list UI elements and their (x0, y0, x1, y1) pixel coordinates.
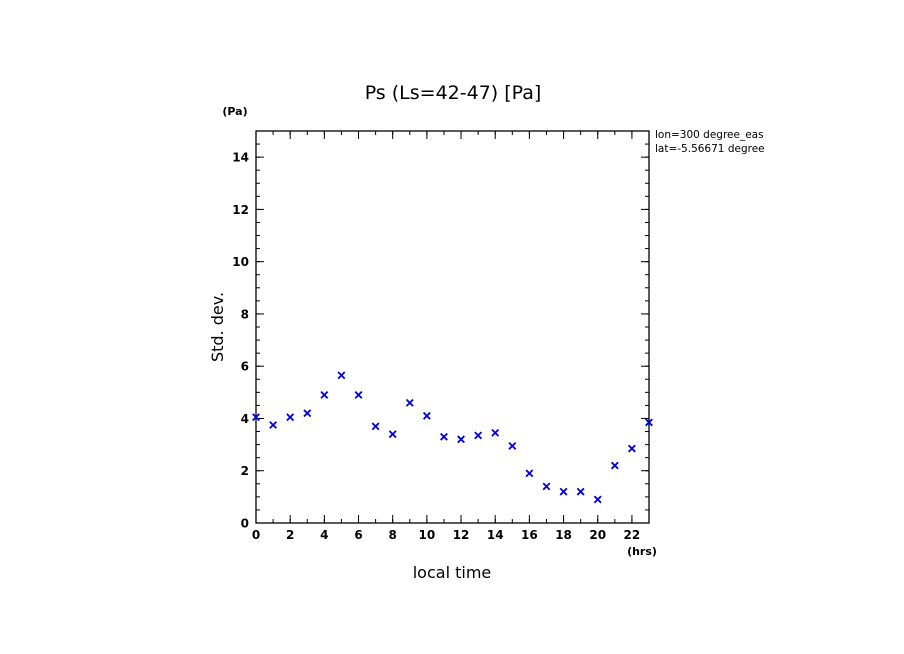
data-point (474, 431, 483, 440)
y-tick-label: 10 (232, 255, 249, 269)
data-point (542, 482, 551, 491)
data-point (491, 428, 500, 437)
x-tick-label: 14 (487, 528, 504, 542)
data-point (440, 432, 448, 441)
y-unit-label: (Pa) (222, 105, 247, 118)
info-lat: lat=-5.56671 degree (655, 143, 765, 155)
x-tick-label: 0 (252, 528, 260, 542)
data-points (252, 371, 653, 504)
chart-title: Ps (Ls=42-47) [Pa] (365, 82, 542, 104)
data-point (422, 411, 431, 420)
data-point (576, 487, 585, 496)
y-tick-label: 0 (241, 517, 249, 531)
data-point (508, 441, 517, 450)
data-point (525, 469, 534, 478)
data-point (303, 409, 312, 418)
x-tick-label: 18 (555, 528, 572, 542)
x-tick-label: 2 (286, 528, 294, 542)
y-tick-label: 6 (241, 360, 249, 374)
axis-ticks: 0 2 4 6 8 10 12 14 16 18 20 22 0 2 4 6 8 10 12 14 (232, 130, 650, 542)
x-tick-label: 20 (589, 528, 606, 542)
x-tick-label: 8 (389, 528, 397, 542)
x-tick-label: 12 (453, 528, 470, 542)
y-tick-label: 4 (241, 412, 249, 426)
data-point (457, 435, 465, 444)
y-tick-label: 2 (241, 464, 249, 478)
x-tick-label: 22 (624, 528, 641, 542)
data-point (269, 421, 278, 429)
data-point (320, 391, 329, 399)
data-point (559, 487, 568, 496)
data-point (252, 413, 260, 422)
y-tick-label: 14 (232, 151, 249, 165)
data-point (610, 461, 619, 470)
x-tick-label: 16 (521, 528, 538, 542)
data-point (337, 371, 346, 380)
data-point (645, 418, 653, 427)
y-axis-label: Std. dev. (208, 292, 227, 362)
x-tick-label: 10 (419, 528, 436, 542)
data-point (593, 495, 602, 504)
data-point (371, 422, 380, 431)
data-point (354, 391, 363, 399)
x-unit-label: (hrs) (627, 545, 657, 558)
info-lon: lon=300 degree_eas (655, 129, 764, 141)
y-tick-label: 8 (241, 307, 249, 321)
x-tick-label: 4 (320, 528, 328, 542)
data-point (388, 430, 397, 439)
data-point (627, 444, 636, 453)
x-tick-label: 6 (354, 528, 362, 542)
plot-frame (255, 130, 650, 524)
y-tick-label: 12 (232, 203, 249, 217)
data-point (405, 398, 414, 407)
x-axis-label: local time (413, 563, 492, 582)
data-point (286, 413, 295, 422)
